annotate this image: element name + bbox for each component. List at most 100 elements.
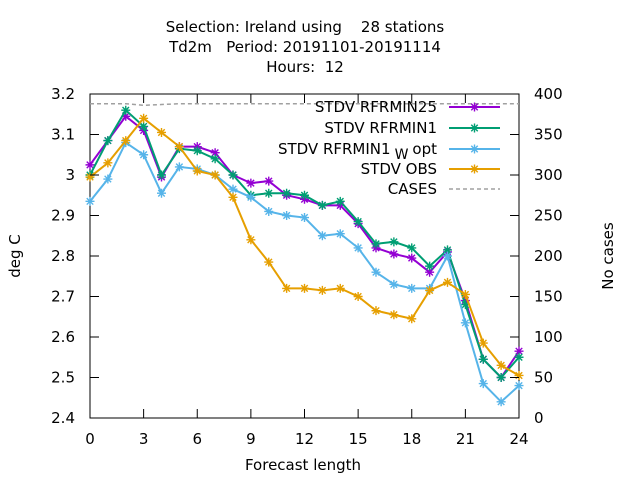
title-line-1: Td2m Period: 20191101-20191114 — [168, 38, 441, 56]
data-point — [353, 292, 363, 301]
y-tick-label: 2.5 — [51, 369, 75, 387]
x-tick-label: 24 — [509, 430, 528, 448]
data-point — [496, 397, 506, 407]
data-point — [157, 127, 166, 137]
data-point — [264, 188, 274, 198]
y-tick-label: 2.8 — [51, 247, 75, 265]
data-point — [371, 306, 381, 316]
data-point — [371, 267, 381, 277]
data-point — [282, 211, 292, 220]
data-point — [174, 162, 184, 172]
data-point — [85, 160, 95, 170]
data-point — [282, 283, 292, 293]
data-point — [121, 105, 131, 115]
data-point — [389, 279, 399, 289]
y-tick-label: 3.1 — [51, 126, 75, 144]
data-point — [121, 111, 131, 121]
data-point — [264, 176, 274, 186]
data-point — [317, 285, 327, 295]
title-line-0: Selection: Ireland using 28 stations — [166, 18, 445, 36]
data-point — [496, 360, 506, 370]
y2-tick-label: 350 — [534, 126, 563, 144]
x-tick-label: 15 — [349, 430, 368, 448]
data-point — [157, 170, 166, 180]
data-point — [353, 217, 363, 227]
data-point — [443, 245, 452, 255]
data-point — [460, 318, 470, 328]
x-tick-label: 6 — [192, 430, 202, 448]
data-point — [192, 166, 202, 176]
data-point — [371, 239, 381, 249]
data-point — [300, 213, 309, 223]
data-point — [228, 170, 238, 180]
x-tick-label: 9 — [246, 430, 256, 448]
data-point — [407, 283, 417, 293]
y2-tick-label: 100 — [534, 328, 563, 346]
data-point — [264, 206, 274, 216]
data-point — [443, 251, 452, 261]
data-point — [425, 267, 435, 277]
data-point — [514, 381, 524, 391]
data-point — [460, 300, 470, 310]
data-point — [192, 146, 202, 156]
chart-title: Selection: Ireland using 28 stations Td2m… — [166, 18, 445, 76]
legend-marker — [470, 164, 479, 174]
data-point — [460, 289, 470, 299]
x-tick-label: 18 — [402, 430, 421, 448]
data-point — [157, 188, 166, 198]
legend-marker — [470, 144, 479, 154]
data-point — [425, 261, 435, 271]
axes-group: 0 3 6 9 12 15 18 21 24 2.4 2.5 2.6 2.7 2.8 2.9 3 3.1 3.2 0… — [6, 85, 617, 474]
data-point — [246, 178, 256, 188]
series-line — [90, 102, 519, 107]
data-point — [407, 253, 417, 263]
data-point — [407, 243, 417, 253]
data-point — [478, 338, 488, 348]
data-point — [139, 113, 149, 123]
data-point — [85, 196, 95, 206]
data-point — [210, 148, 220, 158]
title-line-2: Hours: 12 — [266, 58, 344, 76]
data-point — [228, 184, 238, 194]
y2-axis-label: No cases — [599, 222, 617, 290]
y-tick-label: 3.2 — [51, 85, 75, 103]
y2-tick-label: 0 — [534, 409, 544, 427]
data-point — [228, 192, 238, 202]
data-point — [389, 310, 399, 320]
data-point — [389, 249, 399, 259]
series-3 — [85, 113, 524, 380]
data-point — [139, 121, 149, 131]
data-point — [139, 150, 149, 160]
y-tick-label: 2.7 — [51, 288, 75, 306]
y2-tick-label: 150 — [534, 288, 563, 306]
data-point — [300, 190, 309, 200]
data-point — [389, 237, 399, 247]
y2-tick-label: 200 — [534, 247, 563, 265]
data-point — [300, 283, 309, 293]
data-point — [121, 136, 131, 146]
legend-marker — [470, 123, 479, 133]
series-group — [85, 102, 524, 407]
data-point — [103, 136, 113, 146]
y-axis-label: deg C — [6, 234, 24, 278]
legend-label: STDV RFRMIN1 — [324, 119, 437, 137]
data-point — [514, 352, 524, 362]
data-point — [335, 229, 345, 239]
data-point — [174, 142, 184, 152]
data-point — [353, 243, 363, 253]
data-point — [282, 188, 292, 198]
y-tick-label: 2.6 — [51, 328, 75, 346]
y-tick-label: 2.9 — [51, 207, 75, 225]
legend-marker — [470, 102, 479, 112]
series-2 — [85, 138, 524, 407]
x-tick-label: 21 — [456, 430, 475, 448]
x-tick-label: 12 — [295, 430, 314, 448]
data-point — [514, 346, 524, 356]
data-point — [425, 285, 435, 295]
data-point — [496, 373, 506, 382]
data-point — [210, 154, 220, 164]
y2-tick-label: 400 — [534, 85, 563, 103]
y2-tick-label: 250 — [534, 207, 563, 225]
